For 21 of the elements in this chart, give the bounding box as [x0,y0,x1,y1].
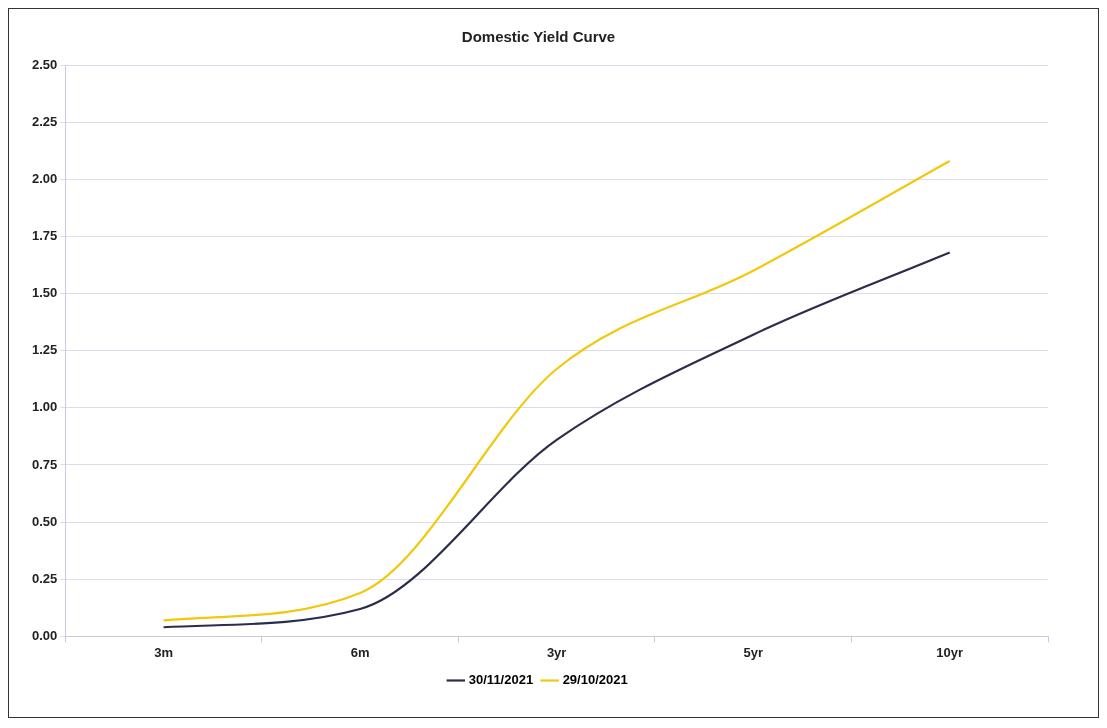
y-tick-label: 0.00 [31,627,58,643]
x-tick-label: 5yr [743,644,763,660]
legend-label: 29/10/2021 [562,672,628,688]
chart-title: Domestic Yield Curve [461,28,616,46]
x-tick-label: 3yr [546,644,567,660]
y-tick-label: 1.25 [31,342,58,358]
legend-label: 30/11/2021 [468,672,534,688]
y-tick-label: 0.25 [31,570,58,586]
x-tick-label: 10yr [936,644,964,660]
y-tick-label: 1.75 [31,228,58,243]
y-tick-label: 2.00 [31,170,58,186]
y-tick-label: 0.75 [31,456,58,472]
y-tick-label: 2.25 [31,113,58,129]
x-tick-label: 3m [154,644,173,660]
x-tick-label: 6m [350,644,370,660]
y-tick-label: 1.00 [31,399,58,415]
y-tick-label: 1.50 [31,285,58,301]
line-series [162,159,951,622]
y-tick-label: 0.50 [31,513,58,529]
line-series [162,251,951,629]
y-tick-label: 2.50 [31,56,58,72]
